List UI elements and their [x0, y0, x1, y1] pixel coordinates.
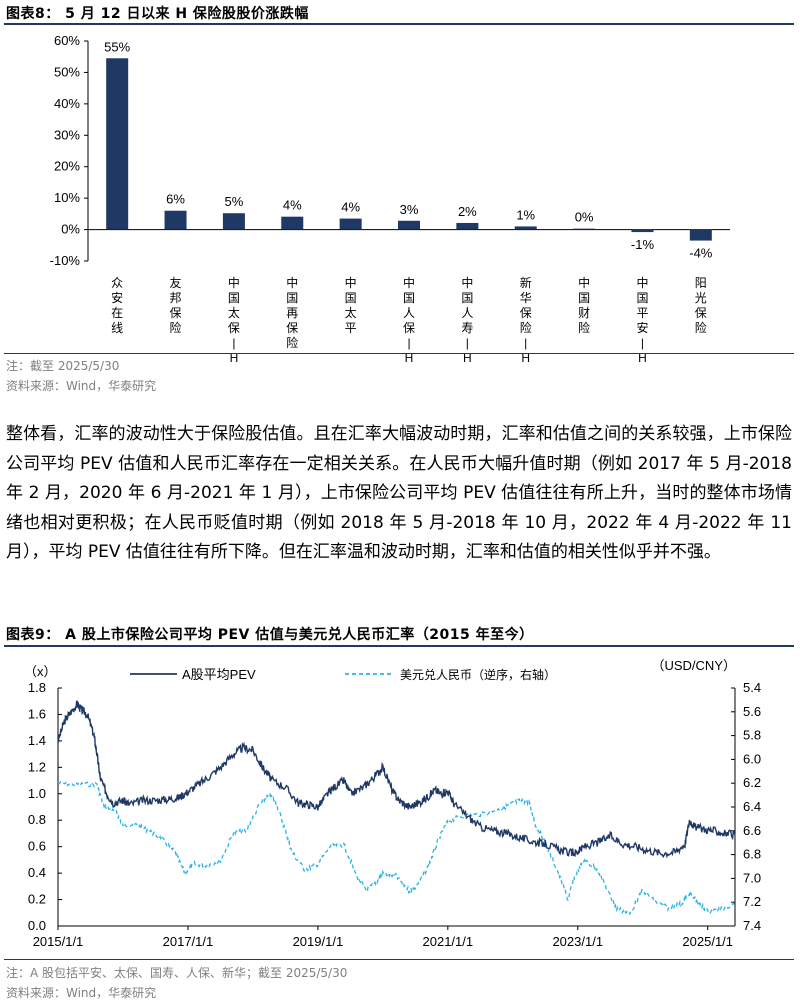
figure8-bottom-rule — [4, 353, 794, 354]
figure9-source: 资料来源：Wind，华泰研究 — [6, 986, 157, 1000]
y-tick-label: 60% — [54, 33, 80, 48]
bar — [339, 218, 362, 230]
category-label: 友邦保险 — [170, 276, 182, 335]
right-tick-label: 5.4 — [743, 680, 761, 695]
data-label: 0% — [575, 210, 594, 225]
y-tick-label: 20% — [54, 159, 80, 174]
legend-pev-label: A股平均PEV — [182, 667, 256, 682]
series-usdcny-line — [57, 780, 736, 916]
y-tick-label: 50% — [54, 64, 80, 79]
data-label: 4% — [283, 198, 302, 213]
body-paragraph: 整体看，汇率的波动性大于保险股估值。且在汇率大幅波动时期，汇率和估值之间的关系较… — [6, 424, 792, 562]
category-label: 中国财险 — [578, 275, 590, 335]
x-tick-label: 2019/1/1 — [293, 934, 344, 949]
data-label: 2% — [458, 204, 477, 219]
x-tick-label: 2017/1/1 — [163, 934, 214, 949]
left-tick-label: 1.6 — [28, 706, 46, 721]
category-label: 中国太保| H — [228, 275, 240, 365]
left-tick-label: 0.2 — [28, 892, 46, 907]
data-label: -1% — [631, 237, 655, 252]
bar — [281, 216, 304, 230]
left-axis-label: （x） — [24, 664, 57, 679]
series-pev-line — [57, 699, 736, 859]
y-tick-label: -10% — [50, 253, 81, 268]
bar — [689, 229, 712, 241]
right-tick-label: 6.8 — [743, 847, 761, 862]
left-tick-label: 0.4 — [28, 865, 46, 880]
category-label: 众安在线 — [111, 276, 123, 335]
figure8-note: 注：截至 2025/5/30 — [6, 359, 120, 373]
left-tick-label: 1.8 — [28, 680, 46, 695]
bar — [222, 213, 245, 230]
figure9-title-rule — [4, 645, 794, 647]
right-axis-label: （USD/CNY） — [651, 658, 736, 673]
left-tick-label: 0.6 — [28, 839, 46, 854]
y-tick-label: 0% — [61, 222, 80, 237]
category-label: 中国太平 — [345, 275, 357, 335]
left-tick-label: 0.8 — [28, 812, 46, 827]
y-tick-label: 40% — [54, 96, 80, 111]
left-tick-label: 1.4 — [28, 733, 46, 748]
data-label: 5% — [225, 194, 244, 209]
data-label: -4% — [689, 246, 713, 261]
figure8-source: 资料来源：Wind，华泰研究 — [6, 379, 157, 393]
bar — [456, 222, 479, 230]
right-tick-label: 5.6 — [743, 704, 761, 719]
figure9-bottom-rule — [4, 959, 794, 960]
line-chart: （x） （USD/CNY） 1.8 1.6 1.4 1.2 1.0 0.8 0.6 0.4 0.2 0… — [24, 658, 761, 949]
data-label: 6% — [166, 192, 185, 207]
figure8-title: 图表8： 5 月 12 日以来 H 保险股股价涨跌幅 — [6, 6, 309, 22]
category-label: 阳光保险 — [695, 276, 707, 335]
right-tick-label: 7.0 — [743, 870, 761, 885]
bar — [164, 210, 187, 230]
data-label: 1% — [516, 207, 535, 222]
bar-chart: 60% 50% 40% 30% 20% 10% 0% -10% 55% 众安在线 6% 友邦保险 5% 中… — [50, 33, 730, 365]
bar — [631, 229, 654, 233]
right-tick-label: 7.4 — [743, 918, 761, 933]
category-label: 中国平安| H — [636, 275, 648, 365]
right-tick-label: 5.8 — [743, 728, 761, 743]
bar — [514, 226, 537, 230]
x-tick-label: 2023/1/1 — [552, 934, 603, 949]
bar — [573, 228, 596, 230]
y-tick-label: 10% — [54, 190, 80, 205]
x-tick-label: 2015/1/1 — [33, 934, 84, 949]
data-label: 4% — [341, 200, 360, 215]
category-label: 中国人寿| H — [461, 275, 473, 365]
data-label: 55% — [104, 39, 130, 54]
category-label: 中国人保| H — [403, 275, 415, 365]
bar — [106, 58, 129, 230]
left-tick-label: 1.0 — [28, 786, 46, 801]
right-tick-label: 6.6 — [743, 823, 761, 838]
x-tick-label: 2025/1/1 — [682, 934, 733, 949]
figure8-title-rule — [4, 23, 794, 25]
left-tick-label: 0.0 — [28, 918, 46, 933]
data-label: 3% — [400, 202, 419, 217]
bar — [398, 220, 420, 230]
category-label: 中国再保险 — [286, 275, 298, 350]
figure9-note: 注：A 股包括平安、太保、国寿、人保、新华；截至 2025/5/30 — [6, 966, 348, 980]
y-tick-label: 30% — [54, 127, 80, 142]
right-tick-label: 6.4 — [743, 799, 761, 814]
right-tick-label: 6.2 — [743, 775, 761, 790]
right-tick-label: 6.0 — [743, 751, 761, 766]
legend-usdcny-label: 美元兑人民币（逆序，右轴） — [400, 667, 556, 682]
x-tick-label: 2021/1/1 — [423, 934, 474, 949]
left-tick-label: 1.2 — [28, 759, 46, 774]
category-label: 新华保险| H — [520, 275, 532, 365]
right-tick-label: 7.2 — [743, 894, 761, 909]
figure9-title: 图表9： A 股上市保险公司平均 PEV 估值与美元兑人民币汇率（2015 年至… — [6, 627, 534, 643]
